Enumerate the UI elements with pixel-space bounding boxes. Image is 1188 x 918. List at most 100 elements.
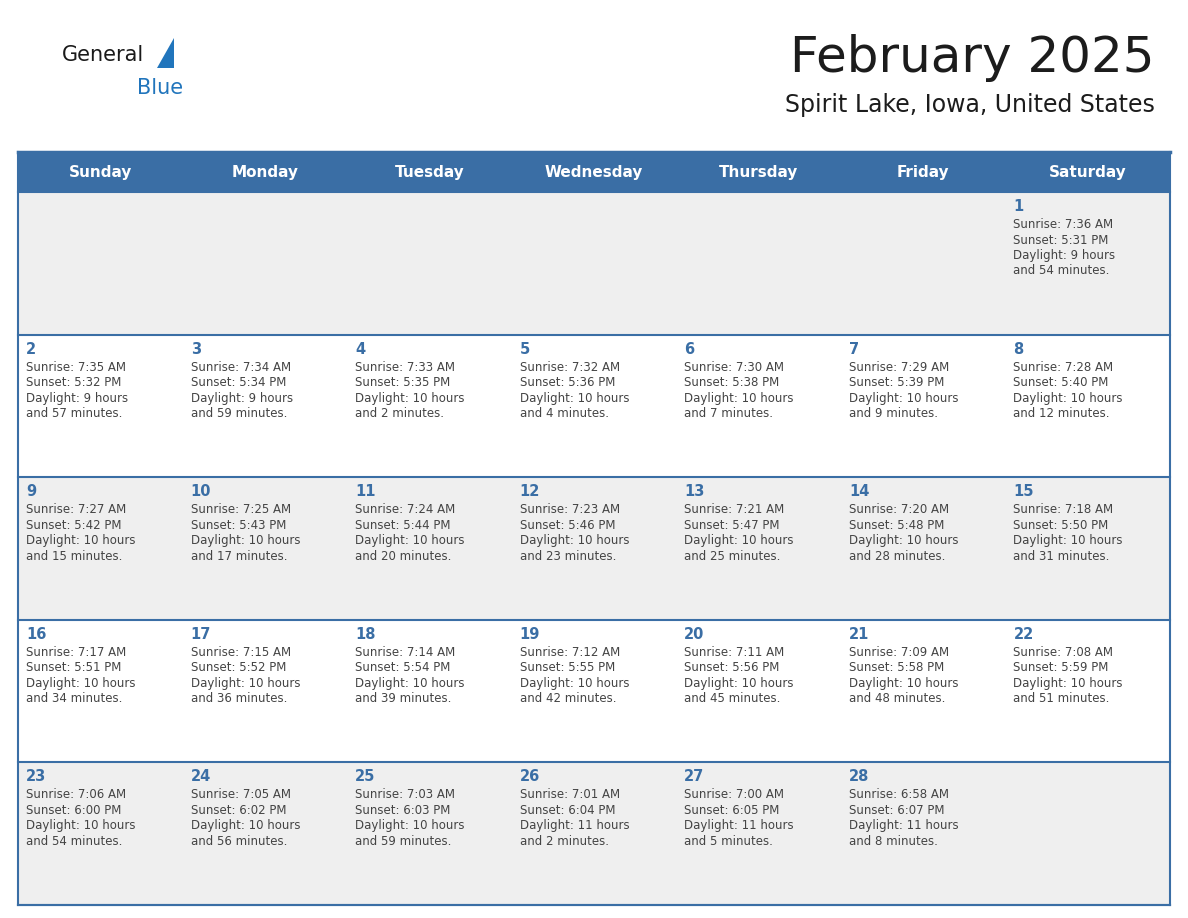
Text: Sunset: 5:51 PM: Sunset: 5:51 PM [26, 661, 121, 675]
Text: Sunrise: 7:29 AM: Sunrise: 7:29 AM [849, 361, 949, 374]
Text: 10: 10 [190, 484, 211, 499]
Text: Spirit Lake, Iowa, United States: Spirit Lake, Iowa, United States [785, 93, 1155, 117]
Text: and 7 minutes.: and 7 minutes. [684, 407, 773, 420]
Text: Sunset: 5:48 PM: Sunset: 5:48 PM [849, 519, 944, 532]
Text: Sunrise: 7:35 AM: Sunrise: 7:35 AM [26, 361, 126, 374]
Text: 19: 19 [519, 627, 541, 642]
Text: Sunset: 5:40 PM: Sunset: 5:40 PM [1013, 376, 1108, 389]
Text: Sunrise: 7:21 AM: Sunrise: 7:21 AM [684, 503, 784, 516]
Text: Sunday: Sunday [69, 164, 132, 180]
Text: and 9 minutes.: and 9 minutes. [849, 407, 937, 420]
Text: and 54 minutes.: and 54 minutes. [1013, 264, 1110, 277]
Bar [18, 152, 1170, 192]
Text: and 51 minutes.: and 51 minutes. [1013, 692, 1110, 705]
Text: Sunrise: 7:05 AM: Sunrise: 7:05 AM [190, 789, 291, 801]
Bar [18, 192, 1170, 334]
Text: Daylight: 10 hours: Daylight: 10 hours [190, 677, 301, 689]
Text: 27: 27 [684, 769, 704, 784]
Text: 24: 24 [190, 769, 210, 784]
Text: 1: 1 [1013, 199, 1024, 214]
Text: Daylight: 10 hours: Daylight: 10 hours [355, 392, 465, 405]
Text: Sunrise: 7:09 AM: Sunrise: 7:09 AM [849, 645, 949, 659]
Text: Sunset: 5:39 PM: Sunset: 5:39 PM [849, 376, 944, 389]
Text: Daylight: 10 hours: Daylight: 10 hours [519, 392, 630, 405]
Text: 16: 16 [26, 627, 46, 642]
Text: Daylight: 10 hours: Daylight: 10 hours [684, 534, 794, 547]
Text: Sunrise: 7:12 AM: Sunrise: 7:12 AM [519, 645, 620, 659]
Text: Sunset: 5:47 PM: Sunset: 5:47 PM [684, 519, 779, 532]
Text: and 34 minutes.: and 34 minutes. [26, 692, 122, 705]
Text: Sunset: 5:44 PM: Sunset: 5:44 PM [355, 519, 450, 532]
Text: 26: 26 [519, 769, 541, 784]
Text: 3: 3 [190, 341, 201, 356]
Text: Sunrise: 7:14 AM: Sunrise: 7:14 AM [355, 645, 455, 659]
Text: Thursday: Thursday [719, 164, 798, 180]
Text: Sunset: 5:43 PM: Sunset: 5:43 PM [190, 519, 286, 532]
Text: 25: 25 [355, 769, 375, 784]
Text: and 20 minutes.: and 20 minutes. [355, 550, 451, 563]
Text: and 25 minutes.: and 25 minutes. [684, 550, 781, 563]
Text: and 59 minutes.: and 59 minutes. [190, 407, 287, 420]
Text: Sunrise: 7:15 AM: Sunrise: 7:15 AM [190, 645, 291, 659]
Text: Sunset: 6:05 PM: Sunset: 6:05 PM [684, 804, 779, 817]
Text: Sunset: 5:55 PM: Sunset: 5:55 PM [519, 661, 615, 675]
Text: Daylight: 9 hours: Daylight: 9 hours [1013, 249, 1116, 262]
Text: Sunrise: 7:28 AM: Sunrise: 7:28 AM [1013, 361, 1113, 374]
Text: and 8 minutes.: and 8 minutes. [849, 834, 937, 848]
Text: Sunrise: 7:33 AM: Sunrise: 7:33 AM [355, 361, 455, 374]
Text: and 23 minutes.: and 23 minutes. [519, 550, 617, 563]
Text: 8: 8 [1013, 341, 1024, 356]
Text: Sunset: 5:42 PM: Sunset: 5:42 PM [26, 519, 121, 532]
Text: Daylight: 10 hours: Daylight: 10 hours [849, 392, 959, 405]
Text: and 12 minutes.: and 12 minutes. [1013, 407, 1110, 420]
Text: Sunset: 6:00 PM: Sunset: 6:00 PM [26, 804, 121, 817]
Text: 6: 6 [684, 341, 695, 356]
Bar [18, 620, 1170, 763]
Bar [18, 477, 1170, 620]
Text: Sunrise: 7:17 AM: Sunrise: 7:17 AM [26, 645, 126, 659]
Text: Daylight: 10 hours: Daylight: 10 hours [519, 534, 630, 547]
Text: 23: 23 [26, 769, 46, 784]
Text: Sunrise: 7:30 AM: Sunrise: 7:30 AM [684, 361, 784, 374]
Text: Sunset: 6:04 PM: Sunset: 6:04 PM [519, 804, 615, 817]
Text: Daylight: 10 hours: Daylight: 10 hours [1013, 677, 1123, 689]
Text: Sunrise: 7:01 AM: Sunrise: 7:01 AM [519, 789, 620, 801]
Text: 9: 9 [26, 484, 36, 499]
Text: and 54 minutes.: and 54 minutes. [26, 834, 122, 848]
Text: Sunset: 5:36 PM: Sunset: 5:36 PM [519, 376, 615, 389]
Text: Daylight: 10 hours: Daylight: 10 hours [26, 534, 135, 547]
Text: Sunset: 5:58 PM: Sunset: 5:58 PM [849, 661, 944, 675]
Text: Sunrise: 7:08 AM: Sunrise: 7:08 AM [1013, 645, 1113, 659]
Bar [18, 763, 1170, 905]
Text: February 2025: February 2025 [790, 34, 1155, 82]
Text: Daylight: 10 hours: Daylight: 10 hours [849, 534, 959, 547]
Text: Daylight: 10 hours: Daylight: 10 hours [190, 820, 301, 833]
Text: 15: 15 [1013, 484, 1034, 499]
Text: 28: 28 [849, 769, 870, 784]
Text: Daylight: 10 hours: Daylight: 10 hours [684, 677, 794, 689]
Text: 7: 7 [849, 341, 859, 356]
Text: Sunset: 5:32 PM: Sunset: 5:32 PM [26, 376, 121, 389]
Text: and 15 minutes.: and 15 minutes. [26, 550, 122, 563]
Text: Sunrise: 6:58 AM: Sunrise: 6:58 AM [849, 789, 949, 801]
Text: Daylight: 10 hours: Daylight: 10 hours [519, 677, 630, 689]
Text: Daylight: 11 hours: Daylight: 11 hours [849, 820, 959, 833]
Text: Wednesday: Wednesday [545, 164, 643, 180]
Text: Daylight: 10 hours: Daylight: 10 hours [355, 820, 465, 833]
Text: Sunset: 5:34 PM: Sunset: 5:34 PM [190, 376, 286, 389]
Text: 4: 4 [355, 341, 365, 356]
Text: and 17 minutes.: and 17 minutes. [190, 550, 287, 563]
Text: and 59 minutes.: and 59 minutes. [355, 834, 451, 848]
Text: Sunset: 5:38 PM: Sunset: 5:38 PM [684, 376, 779, 389]
Text: 11: 11 [355, 484, 375, 499]
Text: Daylight: 10 hours: Daylight: 10 hours [190, 534, 301, 547]
Text: and 48 minutes.: and 48 minutes. [849, 692, 946, 705]
Text: Daylight: 9 hours: Daylight: 9 hours [190, 392, 292, 405]
Text: Daylight: 9 hours: Daylight: 9 hours [26, 392, 128, 405]
Text: Daylight: 10 hours: Daylight: 10 hours [355, 677, 465, 689]
Text: Friday: Friday [897, 164, 949, 180]
Text: Daylight: 10 hours: Daylight: 10 hours [355, 534, 465, 547]
Bar [18, 334, 1170, 477]
Text: 22: 22 [1013, 627, 1034, 642]
Text: Sunrise: 7:34 AM: Sunrise: 7:34 AM [190, 361, 291, 374]
